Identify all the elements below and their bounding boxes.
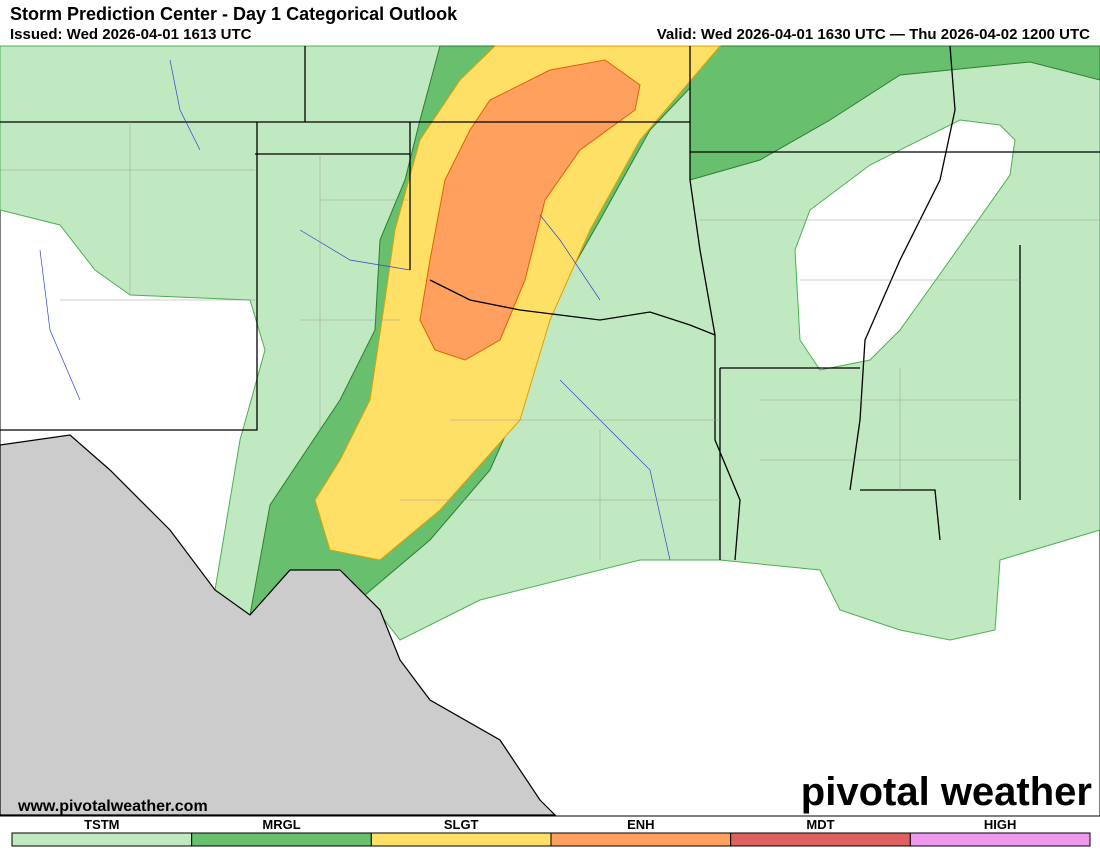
mrgl-area <box>689 45 1100 181</box>
tstm-area <box>0 45 1100 641</box>
website: www.pivotalweather.com <box>17 798 208 815</box>
county-lines <box>0 122 1100 560</box>
issued: Issued: Wed 2026-04-01 1613 UTC <box>10 26 252 43</box>
legend-swatch <box>370 832 552 847</box>
legend-swatch <box>191 832 372 847</box>
state-borders <box>0 45 1100 561</box>
legend-label: MRGL <box>262 817 300 832</box>
legend: TSTM MRGL SLGT ENH MDT HIGH <box>11 817 1091 847</box>
rivers <box>39 59 671 561</box>
map <box>0 45 1100 817</box>
legend-label: TSTM <box>84 817 119 832</box>
legend-label: ENH <box>627 817 654 832</box>
no-risk-area <box>794 119 1016 371</box>
title: Storm Prediction Center - Day 1 Categori… <box>10 4 458 24</box>
mexico <box>0 434 557 816</box>
legend-swatch <box>909 832 1091 847</box>
legend-label: HIGH <box>984 817 1017 832</box>
enh-area <box>419 59 641 361</box>
legend-label: MDT <box>806 817 834 832</box>
legend-swatch <box>550 832 732 847</box>
legend-label: SLGT <box>444 817 479 832</box>
logo: pivotal weather <box>801 770 1092 814</box>
legend-swatch <box>730 832 911 847</box>
legend-swatch <box>11 832 193 847</box>
valid: Valid: Wed 2026-04-01 1630 UTC — Thu 202… <box>657 26 1090 43</box>
